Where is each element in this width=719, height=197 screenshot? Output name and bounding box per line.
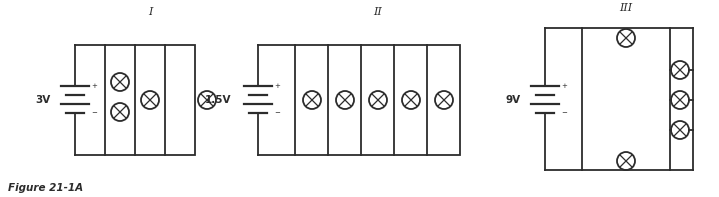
Text: −: − <box>91 110 97 116</box>
Text: −: − <box>274 110 280 116</box>
Text: +: + <box>561 83 567 89</box>
Bar <box>295 45 460 155</box>
Text: −: − <box>561 110 567 116</box>
Text: I: I <box>148 7 152 17</box>
Text: III: III <box>620 3 633 13</box>
Text: 1.5V: 1.5V <box>205 95 232 105</box>
Bar <box>582 28 670 170</box>
Text: II: II <box>373 7 382 17</box>
Bar <box>105 45 195 155</box>
Text: +: + <box>274 83 280 89</box>
Text: +: + <box>91 83 97 89</box>
Text: 9V: 9V <box>505 95 521 105</box>
Text: 3V: 3V <box>35 95 50 105</box>
Text: Figure 21-1A: Figure 21-1A <box>8 183 83 193</box>
